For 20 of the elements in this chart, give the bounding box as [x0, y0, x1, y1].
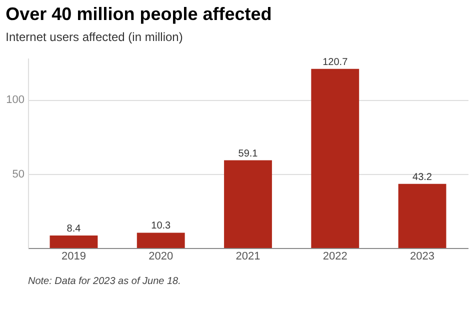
x-tick-label: 2019	[62, 250, 86, 262]
chart-title: Over 40 million people affected	[6, 4, 272, 24]
bar	[311, 68, 360, 248]
data-label: 120.7	[322, 56, 348, 68]
data-label: 8.4	[66, 224, 82, 235]
x-tick-label: 2020	[148, 250, 174, 262]
x-tick-label: 2021	[236, 250, 260, 262]
bar	[50, 236, 98, 248]
data-label: 59.1	[238, 148, 258, 160]
y-tick-label: 50	[12, 168, 24, 180]
x-tick-label: 2023	[410, 250, 434, 262]
data-label: 10.3	[151, 220, 172, 232]
bar	[398, 184, 446, 248]
x-tick-label: 2022	[322, 250, 348, 262]
chart-subtitle: Internet users affected (in million)	[6, 30, 183, 44]
bar	[136, 232, 185, 248]
data-label: 43.2	[412, 172, 432, 183]
bar	[224, 160, 272, 248]
y-tick-label: 100	[6, 94, 24, 106]
text: Note: Data for 2023 as of June 18.	[28, 276, 181, 287]
